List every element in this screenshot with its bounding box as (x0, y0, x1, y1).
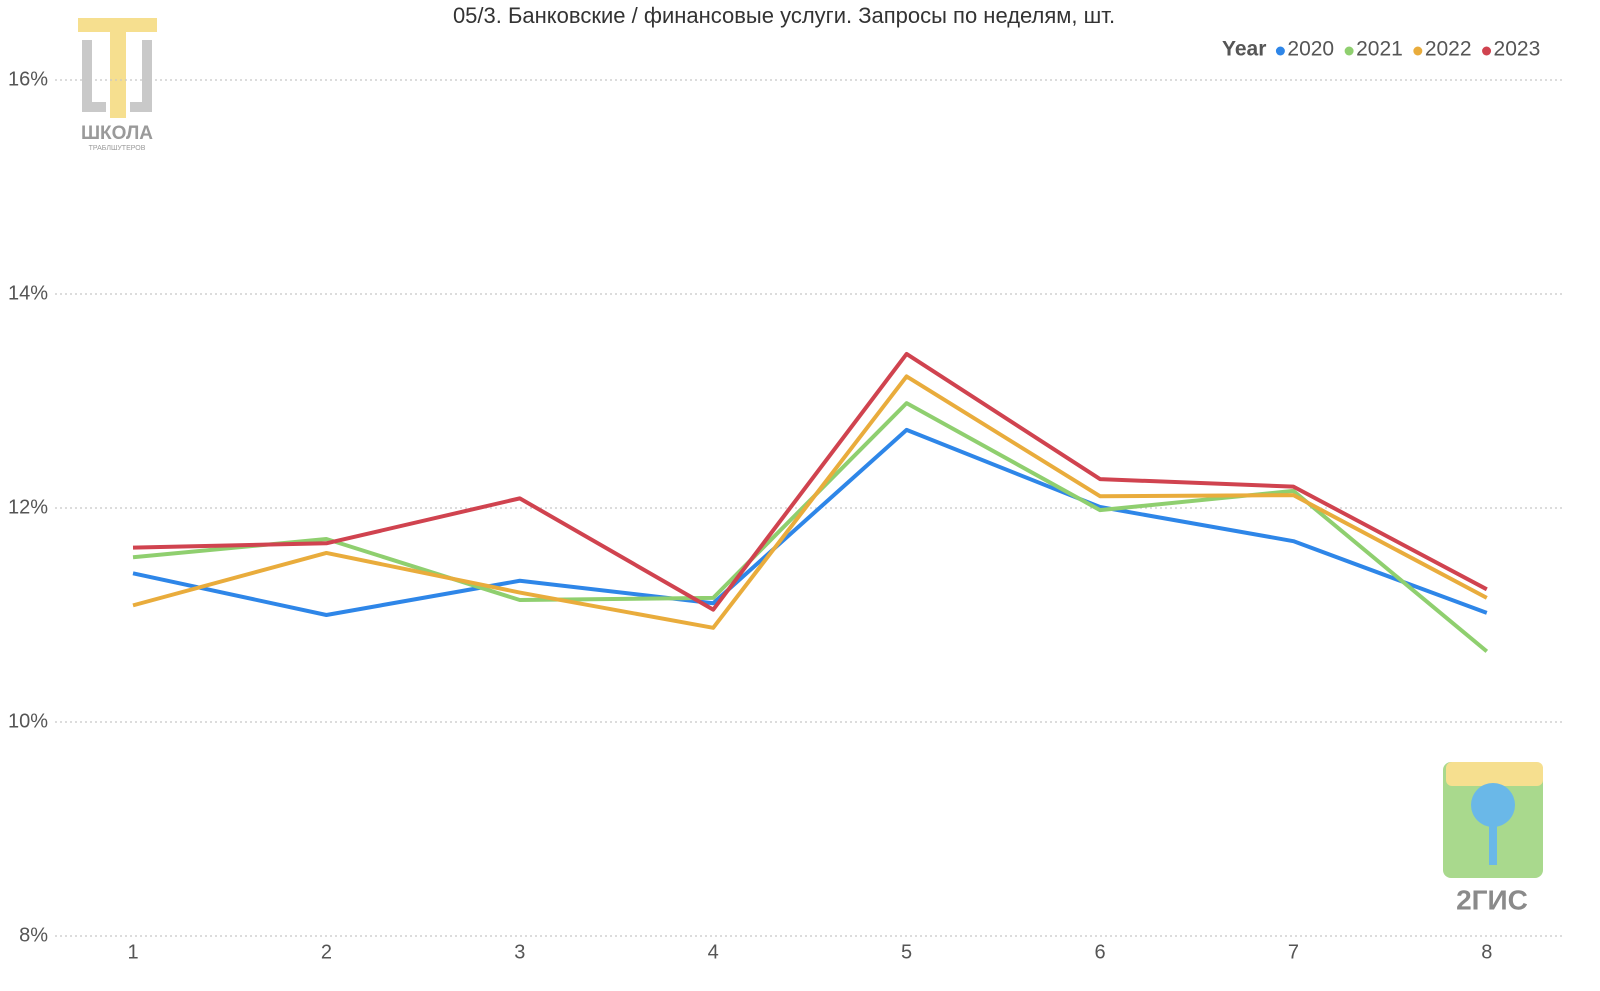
x-tick-label: 5 (901, 941, 912, 963)
x-tick-label: 6 (1094, 941, 1105, 963)
legend-label: 2022 (1425, 38, 1472, 61)
x-tick-label: 4 (708, 941, 719, 963)
y-tick-label: 8% (19, 924, 48, 946)
legend-marker (1275, 46, 1285, 56)
legend-marker (1413, 46, 1423, 56)
legend-label: 2020 (1287, 38, 1334, 61)
x-tick-label: 3 (514, 941, 525, 963)
y-tick-label: 12% (8, 496, 48, 518)
legend-label: 2021 (1356, 38, 1403, 61)
legend-marker (1482, 46, 1492, 56)
school-logo-subtext: ТРАБЛШУТЕРОВ (89, 145, 146, 152)
school-logo-text: ШКОЛА (81, 123, 153, 144)
legend-label: 2023 (1494, 38, 1541, 61)
series-line (132, 374, 1488, 630)
legend-marker (1344, 46, 1354, 56)
series-line (132, 351, 1488, 612)
x-tick-label: 1 (127, 941, 138, 963)
y-tick-label: 14% (8, 282, 48, 304)
school-logo: ШКОЛА ТРАБЛШУТЕРОВ (78, 18, 157, 152)
x-tick-label: 8 (1481, 941, 1492, 963)
x-tick-label: 2 (321, 941, 332, 963)
y-tick-label: 10% (8, 710, 48, 732)
2gis-logo-text: 2ГИС (1456, 884, 1528, 915)
2gis-logo: 2ГИС (1443, 762, 1543, 915)
y-tick-label: 16% (8, 68, 48, 90)
chart-title: 05/3. Банковские / финансовые услуги. За… (453, 3, 1115, 28)
series-line (132, 427, 1488, 617)
x-tick-label: 7 (1288, 941, 1299, 963)
legend-title: Year (1222, 38, 1266, 61)
